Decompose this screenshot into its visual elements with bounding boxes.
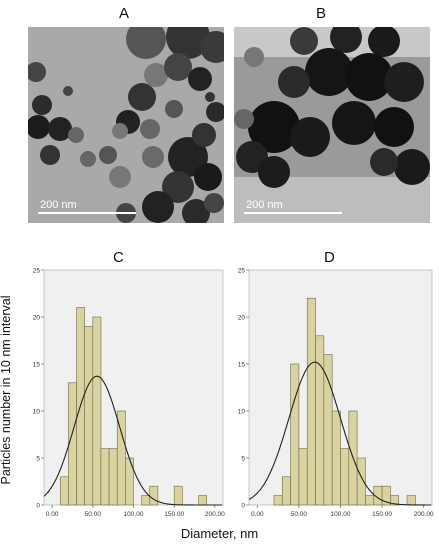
x-tick-label: 50.00 xyxy=(291,511,308,518)
histogram-bar xyxy=(306,297,316,506)
x-tick-label: 100.00 xyxy=(124,511,144,518)
scale-bar-b xyxy=(244,212,342,214)
histogram-bar xyxy=(323,354,333,506)
histogram-bar xyxy=(340,448,350,506)
y-tick-label: 25 xyxy=(238,268,246,275)
tem-image-b: 200 nm xyxy=(234,27,430,223)
panel-label-a: A xyxy=(119,5,130,22)
x-tick-label: 0.00 xyxy=(251,511,264,518)
histogram-bar xyxy=(108,448,118,506)
y-tick-label: 20 xyxy=(33,315,41,322)
y-tick-label: 10 xyxy=(33,409,41,416)
x-tick-label: 200.00 xyxy=(205,511,225,518)
histogram-bar xyxy=(315,335,325,506)
histogram-bar xyxy=(92,316,102,506)
x-tick-label: 100.00 xyxy=(331,511,351,518)
histogram-bar xyxy=(281,476,291,506)
y-tick-label: 5 xyxy=(241,456,245,463)
y-tick-label: 15 xyxy=(238,362,246,369)
histogram-c: 0 5 10 15 20 25 0.00 50.00 100.00 150.00 200.00 xyxy=(33,268,225,519)
histogram-bar xyxy=(290,363,300,506)
y-axis-label: Particles number in 10 nm interval xyxy=(0,295,13,485)
y-tick-label: 10 xyxy=(238,409,246,416)
histogram-bar xyxy=(390,495,400,506)
histogram-bar xyxy=(331,410,341,506)
y-tick-label: 15 xyxy=(33,362,41,369)
histogram-bar xyxy=(116,410,126,506)
x-tick-label: 150.00 xyxy=(372,511,392,518)
x-tick-label: 50.00 xyxy=(85,511,102,518)
x-axis-label: Diameter, nm xyxy=(180,526,259,541)
panel-label-d: D xyxy=(324,249,335,266)
y-tick-label: 25 xyxy=(33,268,41,275)
histogram-bar xyxy=(365,495,375,506)
histogram-bar xyxy=(406,495,416,506)
histogram-bar xyxy=(141,495,151,506)
tem-micrograph-a xyxy=(28,27,224,223)
histogram-bar xyxy=(84,326,94,506)
y-tick-label: 20 xyxy=(238,315,246,322)
histogram-bar xyxy=(298,448,308,506)
histogram-bar xyxy=(273,495,283,506)
panel-label-b: B xyxy=(316,5,327,22)
histogram-bar xyxy=(173,485,183,506)
histogram-bar xyxy=(356,457,366,506)
normal-curve xyxy=(248,361,432,506)
y-tick-label: 5 xyxy=(36,456,40,463)
scale-label-a: 200 nm xyxy=(40,199,77,211)
tem-image-a: 200 nm xyxy=(28,27,224,223)
x-tick-label: 0.00 xyxy=(46,511,59,518)
histogram-bar xyxy=(59,476,69,506)
scale-label-b: 200 nm xyxy=(246,199,283,211)
x-tick-label: 150.00 xyxy=(164,511,184,518)
x-tick-label: 200.00 xyxy=(414,511,434,518)
panel-label-c: C xyxy=(113,249,124,266)
histogram-bar xyxy=(100,448,110,506)
histogram-d: 0 5 10 15 20 25 0.00 50.00 100.00 150.00 200.00 xyxy=(238,268,434,519)
histogram-bar xyxy=(198,495,208,506)
normal-curve xyxy=(43,375,223,506)
tem-micrograph-b xyxy=(234,27,430,223)
histogram-bar xyxy=(149,485,159,506)
scale-bar-a xyxy=(38,212,136,214)
y-tick-label: 0 xyxy=(36,503,40,510)
y-tick-label: 0 xyxy=(241,503,245,510)
